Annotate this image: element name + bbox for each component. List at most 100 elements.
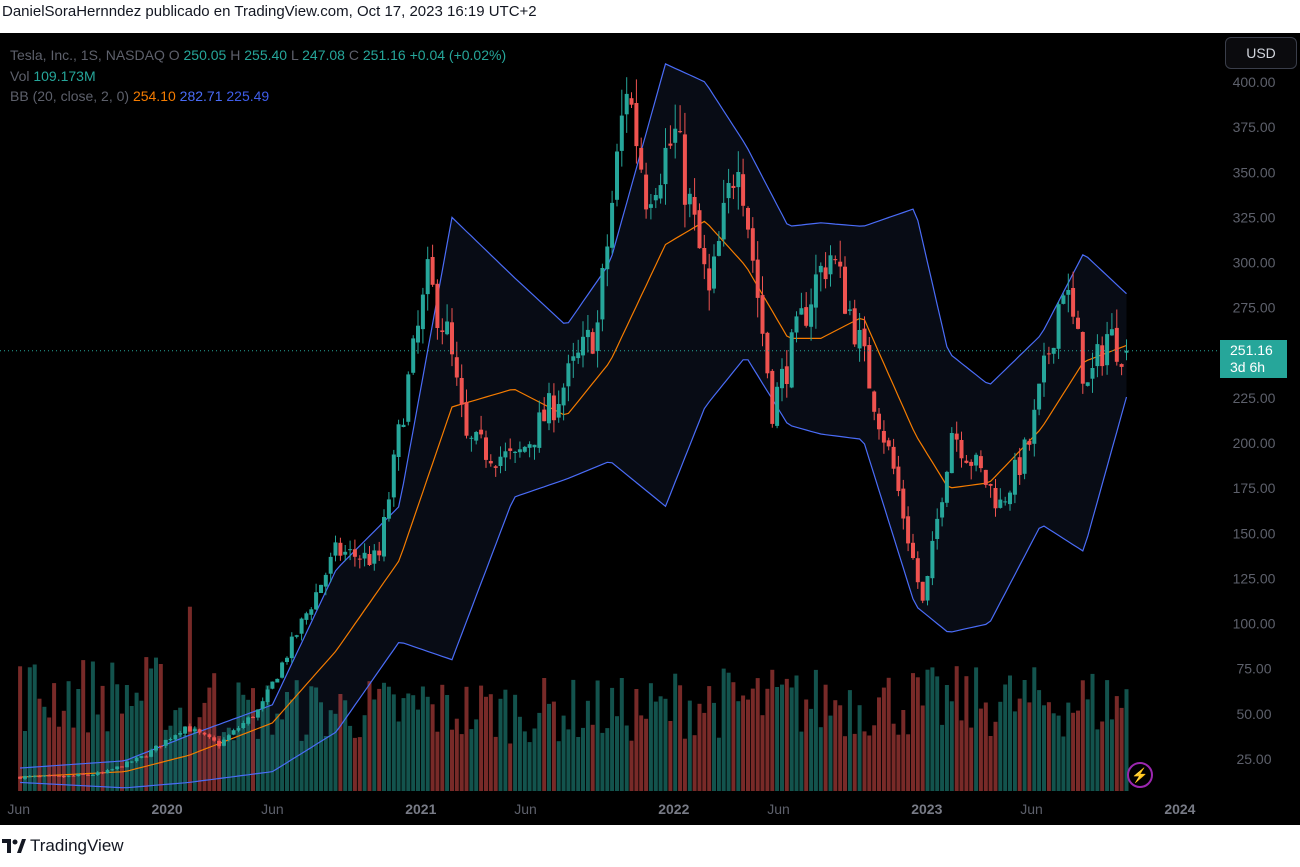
volume-bar	[255, 738, 260, 791]
candle-body	[382, 517, 386, 557]
candle-body	[644, 174, 649, 210]
candle-body	[639, 147, 644, 170]
volume-bar	[411, 695, 416, 791]
candle-body	[1105, 334, 1110, 366]
volume-bar	[27, 667, 32, 791]
candle-body	[517, 449, 522, 453]
volume-bar	[105, 731, 110, 791]
volume-bar	[304, 734, 309, 791]
candle-body	[56, 775, 61, 777]
bar-countdown: 3d 6h	[1230, 359, 1266, 375]
candle-body	[352, 549, 357, 557]
candle-body	[595, 322, 600, 351]
volume-bar	[634, 689, 639, 791]
volume-bar	[794, 675, 799, 791]
candle-body	[246, 717, 251, 724]
candle-body	[935, 518, 940, 539]
volume-bar	[988, 736, 993, 791]
candle-body	[828, 255, 833, 275]
candle-body	[120, 766, 124, 768]
candle-body	[309, 609, 314, 615]
volume-bar	[872, 725, 877, 791]
volume-bar	[590, 724, 595, 791]
candle-body	[372, 550, 377, 564]
volume-bar	[949, 701, 954, 791]
lightning-icon[interactable]: ⚡	[1127, 762, 1153, 788]
candle-body	[1042, 355, 1046, 383]
volume-bar	[605, 728, 610, 791]
candle-body	[712, 256, 716, 289]
candle-body	[154, 745, 158, 751]
x-tick-label: 2020	[152, 801, 183, 817]
candle-body	[1090, 368, 1095, 379]
candle-body	[285, 657, 289, 662]
candle-body	[401, 424, 406, 427]
volume-bar	[915, 677, 920, 791]
last-price-label: 251.16 3d 6h	[1220, 340, 1287, 378]
volume-bar	[1100, 721, 1105, 791]
volume-bar	[978, 708, 983, 791]
legend-open-key: O	[168, 47, 180, 63]
volume-bar	[610, 687, 615, 791]
volume-bar	[226, 727, 231, 791]
volume-bar	[503, 689, 508, 791]
candle-body	[678, 131, 683, 133]
candle-body	[983, 469, 988, 485]
chart-area[interactable]: 25.00 50.00 75.00 100.00 125.00 150.00 175.00 2…	[0, 33, 1300, 825]
candle-body	[1076, 317, 1080, 329]
volume-bar	[881, 687, 886, 791]
y-tick-label: 225.00	[1233, 390, 1276, 406]
volume-bar	[624, 725, 629, 791]
legend-volume-row: Vol 109.173M	[10, 66, 506, 87]
volume-bar	[488, 694, 493, 791]
x-tick-label: 2023	[911, 801, 942, 817]
candle-body	[954, 433, 959, 440]
volume-bar	[944, 685, 949, 791]
price-chart[interactable]: 25.00 50.00 75.00 100.00 125.00 150.00 175.00 2…	[0, 33, 1300, 825]
attribution-bar: DanielSoraHernndez publicado en TradingV…	[0, 0, 1300, 33]
candle-body	[348, 549, 353, 551]
volume-bar	[755, 678, 760, 791]
volume-bar	[726, 672, 731, 791]
candle-body	[1051, 347, 1056, 354]
legend-bb-key: BB (20, close, 2, 0)	[10, 88, 130, 104]
candle-body	[289, 636, 294, 659]
candle-body	[784, 366, 789, 384]
volume-bar	[498, 698, 503, 791]
volume-bar	[1085, 699, 1090, 791]
currency-button[interactable]: USD	[1225, 37, 1297, 69]
candle-body	[911, 542, 915, 558]
candle-body	[42, 775, 47, 777]
candle-body	[187, 726, 192, 732]
candle-body	[425, 259, 430, 295]
volume-bar	[775, 687, 780, 791]
volume-bar	[81, 660, 86, 791]
volume-bar	[1076, 710, 1080, 791]
candle-body	[663, 147, 668, 185]
candle-body	[493, 466, 498, 468]
volume-bar	[163, 729, 168, 791]
volume-bar	[527, 742, 532, 791]
candle-body	[624, 93, 629, 115]
volume-bar	[221, 732, 226, 791]
volume-bar	[1017, 698, 1022, 791]
volume-bar	[1012, 711, 1017, 791]
volume-bar	[925, 669, 930, 791]
candle-body	[61, 776, 66, 778]
candle-body	[275, 678, 280, 683]
candle-body	[183, 726, 188, 734]
candle-body	[299, 618, 304, 634]
candle-body	[736, 172, 741, 188]
y-tick-label: 300.00	[1233, 255, 1276, 271]
candle-body	[37, 776, 42, 778]
candle-body	[1114, 327, 1119, 362]
volume-bar	[280, 719, 285, 791]
volume-bar	[678, 685, 683, 791]
candle-body	[110, 769, 115, 771]
volume-bar	[600, 732, 605, 791]
volume-bar	[673, 673, 678, 791]
candle-body	[202, 732, 207, 735]
volume-bar	[581, 727, 585, 791]
candle-body	[930, 540, 935, 579]
candle-body	[915, 558, 920, 583]
